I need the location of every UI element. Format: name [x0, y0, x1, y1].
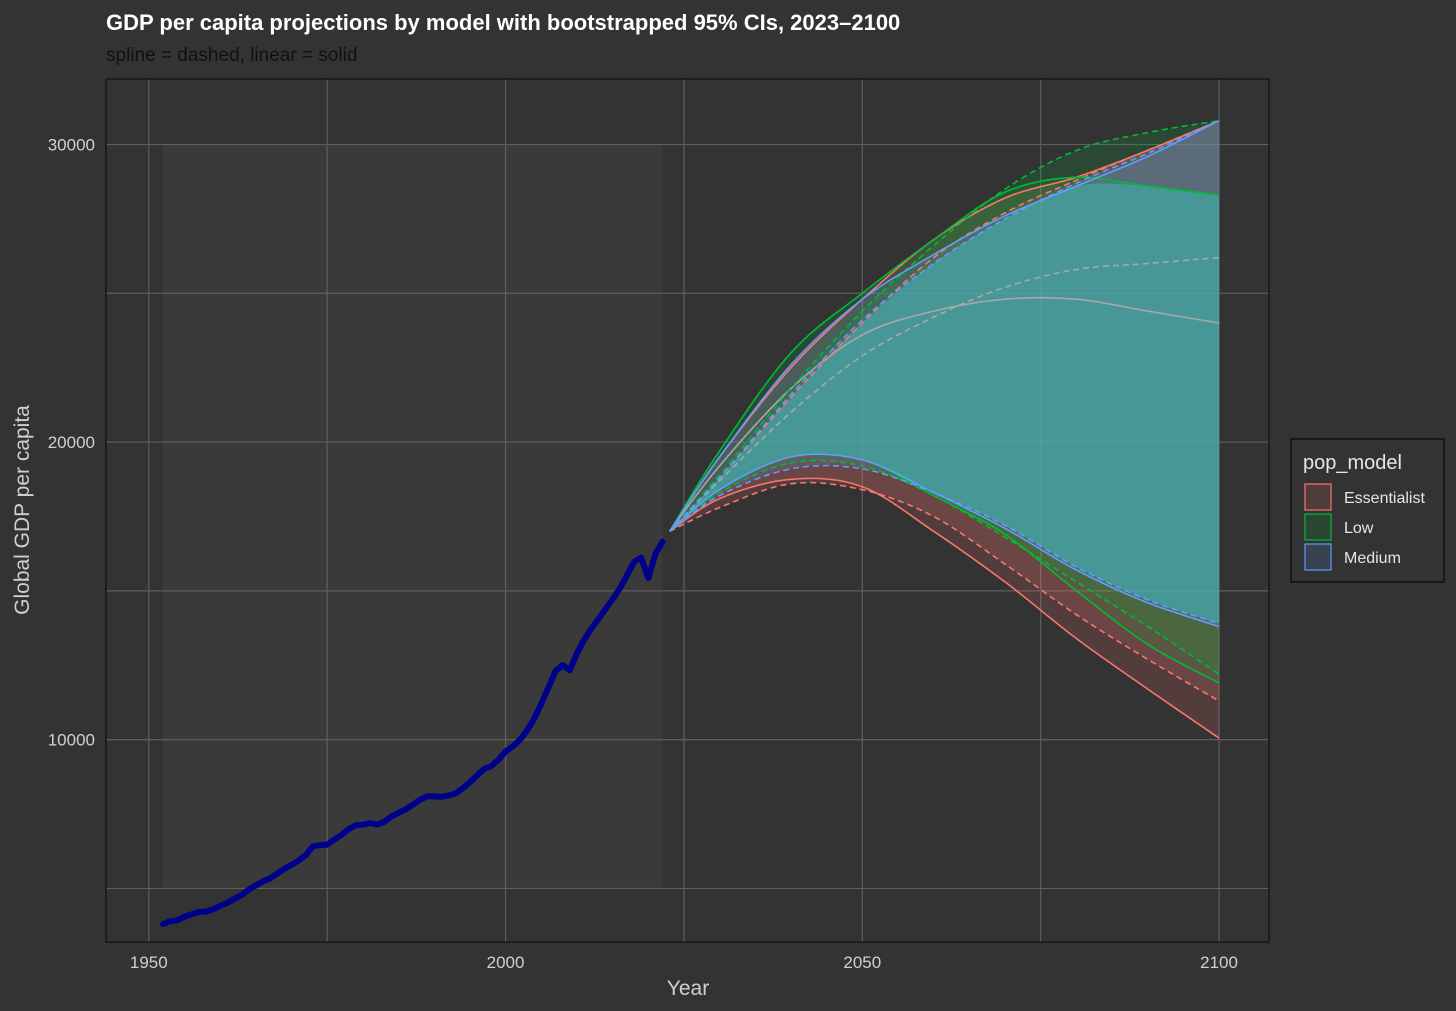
- y-tick-label: 10000: [48, 731, 95, 750]
- line-essentialist-spline-upper: [669, 119, 1220, 532]
- line-low-linear-upper: [669, 176, 1220, 532]
- legend-key-low: [1304, 513, 1332, 541]
- x-tick-label: 1950: [130, 953, 168, 972]
- legend-title: pop_model: [1303, 452, 1402, 474]
- line-essentialist-linear-lower: [669, 477, 1220, 739]
- plot-border: [105, 78, 1270, 943]
- chart-title: GDP per capita projections by model with…: [106, 10, 900, 35]
- legend-label-medium: Medium: [1344, 550, 1401, 567]
- history-gdp-line: [160, 538, 666, 928]
- legend: pop_model Essentialist Low Medium: [1290, 438, 1445, 583]
- history-line: [160, 538, 666, 928]
- legend-label-essentialist: Essentialist: [1344, 490, 1425, 507]
- y-axis-title: Global GDP per capita: [11, 405, 34, 615]
- tick-labels: 1950 2000 2050 2100 10000 20000 30000: [48, 135, 1238, 972]
- x-axis-title: Year: [667, 977, 709, 1000]
- central-line-spline: [669, 256, 1220, 532]
- legend-key-medium: [1304, 543, 1332, 571]
- chart-subtitle: spline = dashed, linear = solid: [106, 45, 357, 66]
- x-tick-label: 2100: [1200, 953, 1238, 972]
- ci-band-overlap: [669, 183, 1220, 624]
- confidence-bands: [669, 120, 1220, 739]
- line-medium-spline-lower: [669, 464, 1220, 625]
- plot-frame: [105, 78, 1270, 943]
- legend-key-essentialist: [1304, 483, 1332, 511]
- history-shading: [163, 144, 663, 889]
- line-essentialist-spline-lower: [669, 481, 1220, 702]
- y-tick-label: 20000: [48, 433, 95, 452]
- legend-label-low: Low: [1344, 520, 1374, 537]
- x-tick-label: 2050: [843, 953, 881, 972]
- y-tick-label: 30000: [48, 135, 95, 154]
- line-medium-linear-upper: [669, 119, 1220, 532]
- line-low-spline-lower: [669, 459, 1220, 675]
- line-low-spline-upper: [669, 119, 1220, 532]
- projection-lines: [669, 119, 1220, 739]
- central-line-linear: [669, 296, 1220, 532]
- x-tick-label: 2000: [487, 953, 525, 972]
